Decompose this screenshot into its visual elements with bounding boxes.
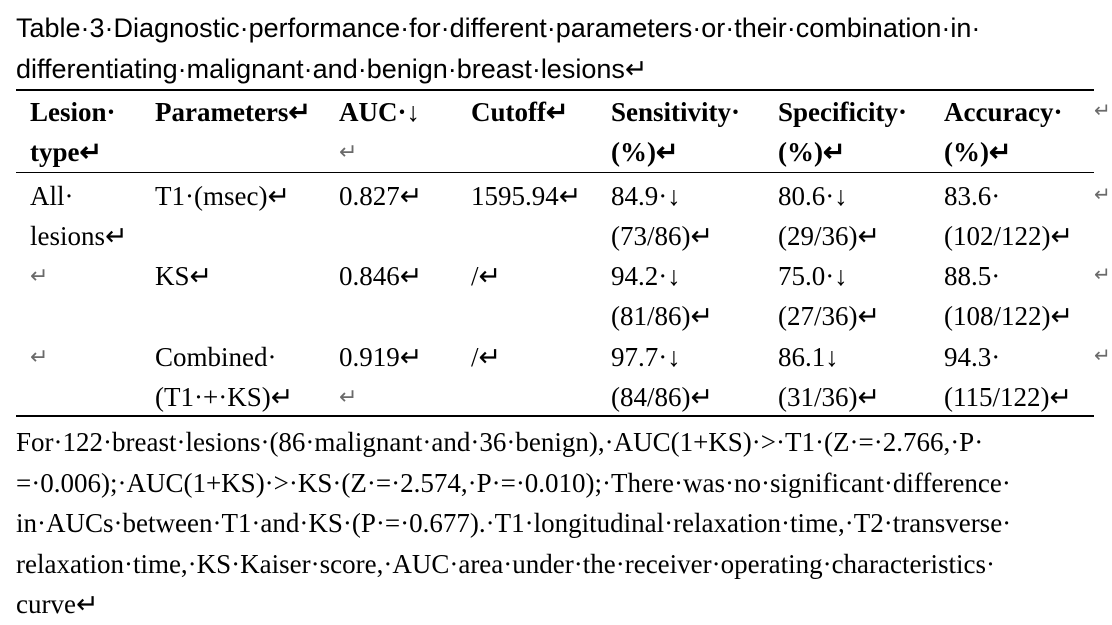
cell-lesion-type: ↵ xyxy=(30,337,48,377)
cell-accuracy: 94.3· (115/122)↵ xyxy=(944,337,1072,417)
cell-lesion-type: All· lesions↵ xyxy=(30,176,128,256)
cell-text: (115/122)↵ xyxy=(944,382,1073,412)
cell-text: Combined· xyxy=(155,342,277,372)
footnote-line: For·122·breast·lesions·(86·malignant·and… xyxy=(16,427,984,457)
footnote-line: curve↵ xyxy=(16,589,99,619)
cell-text: (73/86)↵ xyxy=(611,221,714,251)
table-top-rule xyxy=(16,89,1094,91)
cell-specificity: 80.6·↓ (29/36)↵ xyxy=(778,176,880,256)
cell-accuracy: 83.6· (102/122)↵ xyxy=(944,176,1073,256)
cell-cutoff: /↵ xyxy=(471,256,501,296)
row-end-mark: ↵ xyxy=(1094,262,1111,286)
footnote-line: relaxation·time,·KS·Kaiser·score,·AUC·ar… xyxy=(16,548,995,579)
header-text: Cutoff↵ xyxy=(471,97,569,127)
header-text: (%)↵ xyxy=(778,137,846,167)
row-end-mark: ↵ xyxy=(1094,182,1111,206)
cell-text: (108/122)↵ xyxy=(944,301,1074,331)
cell-text: /↵ xyxy=(471,342,502,372)
cell-text: 84.9·↓ xyxy=(611,181,681,211)
caption-line: differentiating·malignant·and·benign·bre… xyxy=(16,54,648,84)
header-text: type↵ xyxy=(30,137,103,167)
cell-text: (102/122)↵ xyxy=(944,221,1074,251)
header-accuracy: Accuracy· (%)↵ xyxy=(944,92,1062,172)
cell-text: 1595.94↵ xyxy=(471,181,582,211)
cell-text: (27/36)↵ xyxy=(778,301,881,331)
cell-parameters: Combined· (T1·+·KS)↵ xyxy=(155,337,293,417)
header-text: Sensitivity· xyxy=(611,97,741,127)
cell-sensitivity: 94.2·↓ (81/86)↵ xyxy=(611,256,713,336)
table-caption: Table·3·Diagnostic·performance·for·diffe… xyxy=(16,8,1106,90)
cell-text: /↵ xyxy=(471,261,502,291)
cell-sensitivity: 84.9·↓ (73/86)↵ xyxy=(611,176,713,256)
cell-text: 83.6· xyxy=(944,181,1001,211)
cell-text: 94.2·↓ xyxy=(611,261,681,291)
caption-line: Table·3·Diagnostic·performance·for·diffe… xyxy=(16,13,981,43)
row-end-mark: ↵ xyxy=(1094,343,1111,367)
cell-text: ↵ xyxy=(30,344,49,369)
header-text: ↵ xyxy=(339,139,358,164)
cell-text: KS↵ xyxy=(155,261,213,291)
cell-text: (T1·+·KS)↵ xyxy=(155,382,294,412)
table-bottom-rule xyxy=(16,415,1094,417)
cell-auc: 0.846↵ xyxy=(339,256,422,296)
cell-text: 0.827↵ xyxy=(339,181,423,211)
cell-text: ↵ xyxy=(339,384,358,409)
cell-text: 75.0·↓ xyxy=(778,261,848,291)
cell-text: 0.919↵ xyxy=(339,342,423,372)
header-auc: AUC·↓ ↵ xyxy=(339,92,420,172)
header-text: Accuracy· xyxy=(944,97,1063,127)
cell-auc: 0.827↵ xyxy=(339,176,422,216)
cell-lesion-type: ↵ xyxy=(30,256,48,296)
header-sensitivity: Sensitivity· (%)↵ xyxy=(611,92,740,172)
header-specificity: Specificity· (%)↵ xyxy=(778,92,907,172)
cell-text: 97.7·↓ xyxy=(611,342,681,372)
header-text: Specificity· xyxy=(778,97,907,127)
cell-specificity: 86.1↓ (31/36)↵ xyxy=(778,337,880,417)
cell-text: (31/36)↵ xyxy=(778,382,881,412)
header-text: Lesion· xyxy=(30,97,116,127)
cell-text: lesions↵ xyxy=(30,221,128,251)
cell-text: T1·(msec)↵ xyxy=(155,181,291,211)
cell-sensitivity: 97.7·↓ (84/86)↵ xyxy=(611,337,713,417)
footnote-line: =·0.006);·AUC(1+KS)·>·KS·(Z·=·2.574,·P·=… xyxy=(16,467,1011,498)
header-lesion-type: Lesion· type↵ xyxy=(30,92,116,172)
cell-cutoff: /↵ xyxy=(471,337,501,377)
cell-text: (29/36)↵ xyxy=(778,221,881,251)
cell-text: (84/86)↵ xyxy=(611,382,714,412)
cell-text: ↵ xyxy=(30,263,49,288)
cell-text: 86.1↓ xyxy=(778,342,839,372)
cell-accuracy: 88.5· (108/122)↵ xyxy=(944,256,1073,336)
cell-cutoff: 1595.94↵ xyxy=(471,176,581,216)
cell-parameters: T1·(msec)↵ xyxy=(155,176,290,216)
cell-parameters: KS↵ xyxy=(155,256,212,296)
cell-text: (81/86)↵ xyxy=(611,301,714,331)
cell-text: 80.6·↓ xyxy=(778,181,848,211)
row-end-mark: ↵ xyxy=(1094,98,1111,122)
header-text: AUC·↓ xyxy=(339,97,420,127)
cell-auc: 0.919↵ ↵ xyxy=(339,337,422,417)
cell-specificity: 75.0·↓ (27/36)↵ xyxy=(778,256,880,336)
footnote-line: in·AUCs·between·T1·and·KS·(P·=·0.677).·T… xyxy=(16,508,1012,538)
table-header-rule xyxy=(16,172,1094,173)
header-text: (%)↵ xyxy=(944,137,1012,167)
header-cutoff: Cutoff↵ xyxy=(471,92,569,132)
cell-text: 88.5· xyxy=(944,261,1001,291)
header-text: Parameters↵ xyxy=(155,97,312,127)
header-parameters: Parameters↵ xyxy=(155,92,311,132)
cell-text: All· xyxy=(30,181,74,211)
cell-text: 0.846↵ xyxy=(339,261,423,291)
header-text: (%)↵ xyxy=(611,137,679,167)
table-footnote: For·122·breast·lesions·(86·malignant·and… xyxy=(16,422,1101,625)
cell-text: 94.3· xyxy=(944,342,1001,372)
